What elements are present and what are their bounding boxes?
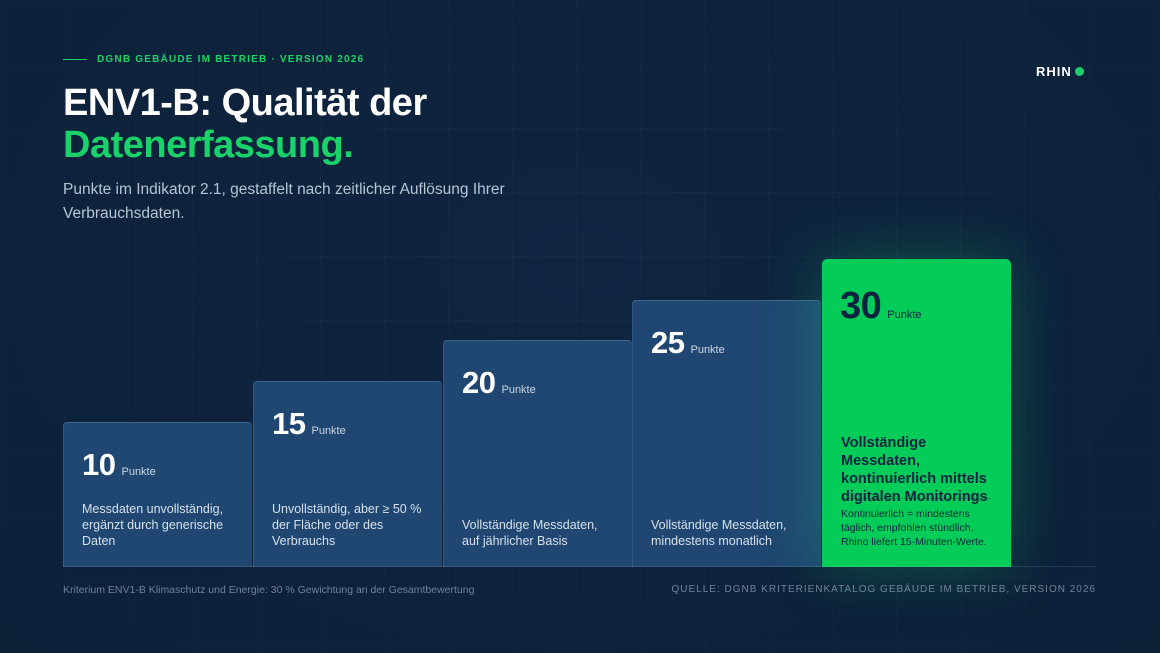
bar-score: 10 Punkte — [82, 447, 156, 483]
bar-value-label: 20 — [462, 365, 496, 400]
bar-unit-label: Punkte — [501, 384, 536, 396]
bar-category-label: Vollständige Messdaten, auf jährlicher B… — [462, 518, 598, 548]
bar-10-punkte: 10 Punkte Messdaten unvollständig, ergänzt… — [63, 422, 252, 567]
bar-value-label: 10 — [82, 447, 116, 482]
bar-unit-label: Punkte — [690, 344, 725, 356]
bar-score: 25 Punkte — [651, 325, 725, 361]
bar-category-label: Unvollständig, aber ≥ 50 % der Fläche od… — [272, 502, 422, 548]
bar-value-label: 15 — [272, 406, 306, 441]
bar-category-label: Messdaten unvollständig, ergänzt durch g… — [82, 502, 224, 548]
bar-score: 15 Punkte — [272, 406, 346, 442]
chart-baseline — [63, 566, 1096, 567]
title-line-1: ENV1-B: Qualität der — [63, 82, 427, 124]
footer-note: Kriterium ENV1-B Klimaschutz und Energie… — [63, 584, 475, 596]
bar-30-punkte: 30 Punkte Vollständige Messdaten, kontinui… — [822, 259, 1011, 567]
subtitle: Punkte im Indikator 2.1, gestaffelt nach… — [63, 181, 505, 222]
highlight-note: Kontinuierlich = mindestens täglich, emp… — [841, 508, 987, 548]
bar-value-label: 30 — [840, 285, 882, 327]
logo-dot-icon — [1074, 67, 1084, 76]
eyebrow-text: DGNB GEBÄUDE IM BETRIEB · VERSION 2026 — [97, 54, 365, 65]
highlight-divider — [841, 498, 991, 499]
bar-unit-label: Punkte — [121, 466, 156, 478]
bar-value-label: 25 — [651, 325, 685, 360]
eyebrow-line — [63, 59, 87, 60]
bar-category-label: Vollständige Messdaten, kontinuierlich m… — [841, 435, 988, 505]
bar-25-punkte: 25 Punkte Vollständige Messdaten, mindeste… — [632, 300, 821, 567]
page-title: ENV1-B: Qualität der Datenerfassung. — [63, 82, 427, 166]
bar-score: 20 Punkte — [462, 365, 536, 401]
footer-source: QUELLE: DGNB KRITERIENKATALOG GEBÄUDE IM… — [671, 584, 1096, 595]
bar-category-label: Vollständige Messdaten, mindestens monat… — [651, 518, 787, 548]
bar-unit-label: Punkte — [311, 425, 346, 437]
rhino-logo: RHIN — [1036, 64, 1084, 79]
logo-text: RHIN — [1036, 64, 1072, 79]
eyebrow: DGNB GEBÄUDE IM BETRIEB · VERSION 2026 — [63, 54, 364, 65]
bar-score: 30 Punkte — [840, 285, 922, 328]
bar-unit-label: Punkte — [887, 309, 922, 321]
bar-15-punkte: 15 Punkte Unvollständig, aber ≥ 50 % der F… — [253, 381, 442, 567]
title-line-2: Datenerfassung. — [63, 124, 354, 166]
bar-20-punkte: 20 Punkte Vollständige Messdaten, auf jähr… — [443, 340, 632, 567]
